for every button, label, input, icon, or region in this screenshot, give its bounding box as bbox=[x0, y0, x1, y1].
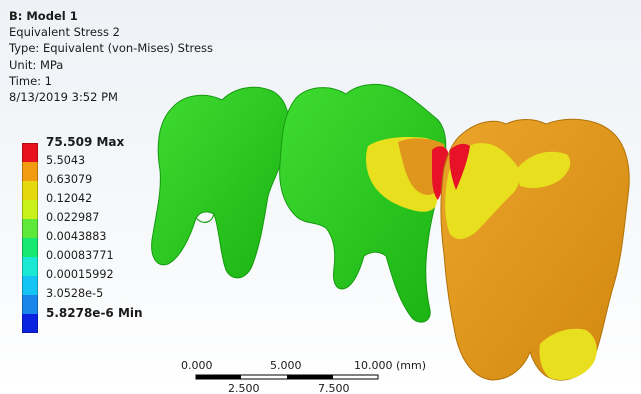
legend-swatch bbox=[22, 314, 38, 333]
legend-swatch bbox=[22, 200, 38, 219]
legend-swatch bbox=[22, 143, 38, 162]
stress-zone-yellow-3 bbox=[516, 151, 571, 188]
legend-label: 5.8278e-6 Min bbox=[46, 306, 143, 320]
legend-label: 5.5043 bbox=[46, 154, 86, 167]
legend-label: 0.12042 bbox=[46, 192, 93, 205]
stress-zone-red bbox=[432, 146, 448, 200]
result-time: Time: 1 bbox=[9, 73, 52, 88]
stress-zone-red-2 bbox=[449, 143, 470, 190]
result-timestamp: 8/13/2019 3:52 PM bbox=[9, 90, 118, 105]
legend-swatch bbox=[22, 181, 38, 200]
model-title: B: Model 1 bbox=[9, 9, 78, 23]
legend-swatch bbox=[22, 162, 38, 181]
scale-label-0: 0.000 bbox=[181, 359, 213, 372]
legend-label: 0.00015992 bbox=[46, 268, 114, 281]
legend-label: 3.0528e-5 bbox=[46, 287, 104, 300]
tooth-1[interactable] bbox=[151, 86, 290, 279]
scale-label-10: 10.000 (mm) bbox=[354, 359, 426, 372]
stress-zone-yellow-4 bbox=[539, 328, 597, 381]
legend-label: 0.0043883 bbox=[46, 230, 107, 243]
legend-swatch bbox=[22, 219, 38, 238]
legend-label: 75.509 Max bbox=[46, 135, 125, 149]
legend-label: 0.022987 bbox=[46, 211, 100, 224]
legend-swatch bbox=[22, 276, 38, 295]
scale-label-5: 5.000 bbox=[270, 359, 302, 372]
result-info: B: Model 1 Equivalent Stress 2 Type: Equ… bbox=[9, 8, 213, 105]
legend-swatch bbox=[22, 257, 38, 276]
scale-label-7-5: 7.500 bbox=[318, 382, 350, 394]
result-unit: Unit: MPa bbox=[9, 57, 64, 72]
legend-label: 0.63079 bbox=[46, 173, 93, 186]
legend-label: 0.00083771 bbox=[46, 249, 114, 262]
result-name: Equivalent Stress 2 bbox=[9, 25, 120, 40]
result-type: Type: Equivalent (von-Mises) Stress bbox=[9, 41, 213, 56]
scale-label-2-5: 2.500 bbox=[228, 382, 260, 394]
legend-swatch bbox=[22, 238, 38, 257]
legend-swatch bbox=[22, 295, 38, 314]
